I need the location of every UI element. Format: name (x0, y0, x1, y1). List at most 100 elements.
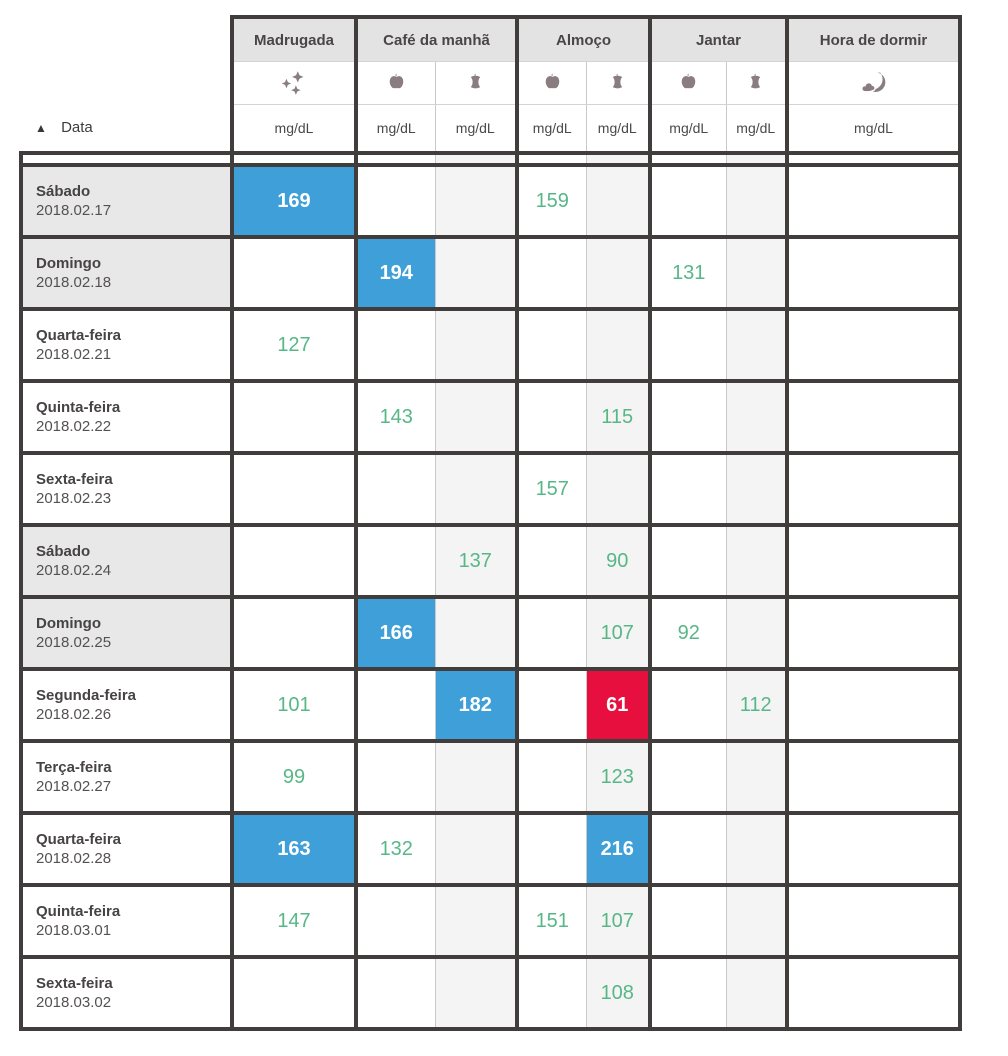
date-value: 2018.02.25 (36, 634, 112, 651)
glucose-value-cell-almoco_after: 216 (585, 811, 652, 887)
date-value: 2018.02.26 (36, 706, 112, 723)
glucose-value-cell-almoco_before: 151 (515, 883, 587, 959)
moon-cloud-icon (861, 72, 886, 93)
date-cell: Sábado 2018.02.24 (19, 523, 234, 599)
glucose-value-cell-madrugada (230, 523, 358, 599)
glucose-value-cell-jantar_before (648, 163, 727, 239)
date-cell: Sábado 2018.02.17 (19, 163, 234, 239)
date-cell: Domingo 2018.02.18 (19, 235, 234, 311)
glucose-value-cell-almoco_before (515, 595, 587, 671)
header-date-blank (21, 17, 232, 62)
spacer-cell (785, 151, 962, 167)
glucose-value-cell-cafe_after (434, 595, 519, 671)
spacer-cell (19, 151, 234, 167)
apple-core-icon (751, 73, 761, 88)
glucose-value-cell-almoco_after: 107 (585, 595, 652, 671)
spacer-cell (515, 151, 587, 167)
day-name: Quinta-feira (36, 903, 121, 920)
glucose-value-cell-almoco_after: 115 (585, 379, 652, 455)
glucose-value-cell-jantar_before (648, 307, 727, 383)
glucose-value-cell-cafe_after (434, 163, 519, 239)
glucose-value-cell-jantar_before (648, 379, 727, 455)
date-cell: Sexta-feira 2018.02.23 (19, 451, 234, 527)
unit-label: mg/dL (515, 104, 587, 155)
glucose-value-cell-jantar_after (725, 523, 789, 599)
apple-icon (681, 73, 696, 88)
apple-icon (545, 73, 560, 88)
date-cell: Domingo 2018.02.25 (19, 595, 234, 671)
table-row: Domingo 2018.02.18 194 131 (19, 235, 962, 311)
unit-label: mg/dL (585, 104, 652, 155)
glucose-value-cell-jantar_after: 112 (725, 667, 789, 743)
glucose-value-cell-hora_de_dormir (785, 307, 962, 383)
unit-label: mg/dL (230, 104, 358, 155)
glucose-value-cell-madrugada: 169 (230, 163, 358, 239)
date-value: 2018.03.01 (36, 922, 112, 939)
glucose-value-cell-cafe_before (354, 955, 436, 1031)
glucose-value-cell-cafe_before (354, 667, 436, 743)
date-cell: Quinta-feira 2018.03.01 (19, 883, 234, 959)
sort-header-data[interactable]: ▲ Data (21, 104, 232, 155)
glucose-value-cell-hora_de_dormir (785, 955, 962, 1031)
column-group-madrugada: Madrugada (230, 15, 358, 62)
date-cell: Quarta-feira 2018.02.28 (19, 811, 234, 887)
day-name: Segunda-feira (36, 687, 137, 704)
glucose-value-cell-madrugada: 163 (230, 811, 358, 887)
apple-core-icon (612, 73, 622, 88)
glucose-value-cell-cafe_after (434, 955, 519, 1031)
table-row: Quarta-feira 2018.02.28 163 132 216 (19, 811, 962, 887)
date-value: 2018.02.18 (36, 274, 112, 291)
date-value: 2018.02.24 (36, 562, 112, 579)
table-row: Sábado 2018.02.24 137 90 (19, 523, 962, 599)
glucose-value-cell-cafe_after (434, 883, 519, 959)
day-name: Quarta-feira (36, 831, 122, 848)
table-body: Sábado 2018.02.17 169 159 Domingo 2018.02.18 1… (19, 163, 962, 1031)
glucose-value-cell-jantar_after (725, 307, 789, 383)
day-name: Sábado (36, 543, 91, 560)
glucose-value-cell-jantar_before (648, 667, 727, 743)
spacer-row (19, 151, 962, 167)
glucose-value-cell-jantar_after (725, 595, 789, 671)
glucose-value-cell-madrugada (230, 955, 358, 1031)
table-row: Quinta-feira 2018.03.01 147 151 107 (19, 883, 962, 959)
glucose-value-cell-cafe_before (354, 883, 436, 959)
glucose-value-cell-almoco_after: 123 (585, 739, 652, 815)
glucose-value-cell-cafe_after: 137 (434, 523, 519, 599)
header-unit-row: ▲ Data mg/dL mg/dL mg/dL mg/dL mg/dL mg/… (21, 104, 962, 155)
day-name: Sexta-feira (36, 471, 113, 488)
glucose-value-cell-cafe_before: 143 (354, 379, 436, 455)
date-cell: Segunda-feira 2018.02.26 (19, 667, 234, 743)
date-cell: Quarta-feira 2018.02.21 (19, 307, 234, 383)
glucose-value-cell-hora_de_dormir (785, 595, 962, 671)
sparkles-icon (281, 70, 304, 95)
apple-core-icon (470, 73, 480, 88)
glucose-value-cell-almoco_after (585, 235, 652, 311)
day-name: Domingo (36, 615, 101, 632)
glucose-value-cell-jantar_before (648, 739, 727, 815)
spacer-cell (585, 151, 652, 167)
glucose-value-cell-cafe_before (354, 523, 436, 599)
glucose-value-cell-hora_de_dormir (785, 379, 962, 455)
glucose-value-cell-almoco_after: 61 (585, 667, 652, 743)
cafe-before-icon-cell (354, 61, 436, 105)
spacer-cell (354, 151, 436, 167)
table-row: Sábado 2018.02.17 169 159 (19, 163, 962, 239)
date-value: 2018.02.21 (36, 346, 112, 363)
date-value: 2018.02.17 (36, 202, 112, 219)
glucose-value-cell-jantar_before (648, 883, 727, 959)
jantar-after-icon-cell (725, 61, 789, 105)
glucose-value-cell-hora_de_dormir (785, 883, 962, 959)
date-column-label: Data (61, 119, 93, 137)
glucose-value-cell-almoco_before (515, 739, 587, 815)
day-name: Domingo (36, 255, 101, 272)
column-group-almoco: Almoço (515, 15, 652, 62)
glucose-value-cell-madrugada: 101 (230, 667, 358, 743)
glucose-value-cell-jantar_before (648, 523, 727, 599)
glucose-value-cell-jantar_before (648, 451, 727, 527)
glucose-value-cell-madrugada (230, 235, 358, 311)
glucose-value-cell-cafe_after (434, 235, 519, 311)
header-date-blank (21, 61, 232, 105)
date-cell: Terça-feira 2018.02.27 (19, 739, 234, 815)
glucose-value-cell-madrugada (230, 451, 358, 527)
glucose-value-cell-madrugada (230, 595, 358, 671)
